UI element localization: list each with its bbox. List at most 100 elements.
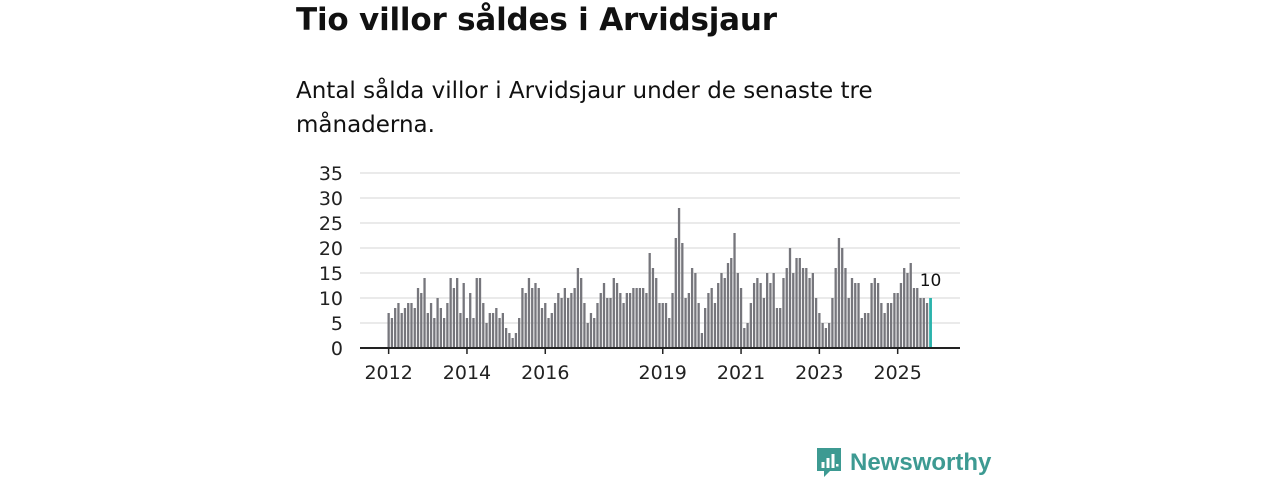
bar xyxy=(449,278,452,348)
bar xyxy=(394,308,397,348)
bar xyxy=(834,268,837,348)
bar xyxy=(632,288,635,348)
bar xyxy=(589,313,593,348)
bar xyxy=(599,293,602,348)
bar xyxy=(488,313,491,348)
bar xyxy=(612,278,615,348)
y-tick-label: 25 xyxy=(319,213,343,235)
bar xyxy=(801,268,805,348)
bar xyxy=(410,303,413,348)
bar xyxy=(475,278,478,348)
bar xyxy=(779,308,782,348)
bar xyxy=(544,303,547,348)
bar xyxy=(697,303,700,348)
bar xyxy=(482,303,485,348)
y-tick-label: 10 xyxy=(319,288,343,310)
bar xyxy=(766,273,769,348)
bar xyxy=(609,298,612,348)
bar xyxy=(664,303,668,348)
bar xyxy=(762,298,766,348)
bar xyxy=(452,288,456,348)
bar xyxy=(922,298,925,348)
bar xyxy=(841,248,844,348)
bar xyxy=(635,288,638,348)
bar xyxy=(880,303,883,348)
bar xyxy=(863,313,867,348)
bar xyxy=(883,313,886,348)
y-axis: 0 5 10 15 20 25 30 35 xyxy=(319,163,343,360)
bar xyxy=(472,318,475,348)
bar xyxy=(537,288,540,348)
bar xyxy=(730,258,733,348)
bar xyxy=(681,243,684,348)
bar xyxy=(736,273,739,348)
bar xyxy=(420,293,423,348)
newsworthy-logo-text: Newsworthy xyxy=(850,449,992,476)
bar xyxy=(854,283,857,348)
x-tick-label: 2023 xyxy=(795,362,843,384)
bars xyxy=(387,208,932,348)
bar xyxy=(462,283,465,348)
bar xyxy=(504,328,508,348)
bar xyxy=(619,293,622,348)
bar xyxy=(518,318,521,348)
bar xyxy=(580,278,583,348)
bar xyxy=(720,273,723,348)
bar xyxy=(844,268,847,348)
bar xyxy=(726,263,730,348)
bar xyxy=(674,238,677,348)
bar-highlight xyxy=(929,298,932,348)
bar xyxy=(531,288,534,348)
bar xyxy=(642,288,645,348)
newsworthy-logo: Newsworthy xyxy=(815,446,991,480)
bar xyxy=(886,303,890,348)
bar xyxy=(446,303,449,348)
bar xyxy=(811,273,814,348)
bar xyxy=(606,298,609,348)
bar xyxy=(648,253,651,348)
bar xyxy=(896,293,899,348)
x-axis: 2012 2014 2016 2019 2021 2023 2025 xyxy=(364,348,922,384)
bar xyxy=(407,303,410,348)
bar xyxy=(788,248,792,348)
bar xyxy=(700,333,704,348)
bar xyxy=(684,298,687,348)
bar xyxy=(899,283,903,348)
bar xyxy=(495,308,498,348)
bar xyxy=(677,208,681,348)
bar xyxy=(622,303,625,348)
bar xyxy=(906,273,909,348)
bar xyxy=(586,323,589,348)
bar xyxy=(498,318,501,348)
bar xyxy=(514,333,518,348)
bar xyxy=(746,323,749,348)
bar xyxy=(749,303,752,348)
highlight-value-label: 10 xyxy=(920,271,942,291)
bar xyxy=(704,308,707,348)
bar xyxy=(717,283,720,348)
bar xyxy=(687,293,690,348)
bar xyxy=(707,293,710,348)
bar xyxy=(909,263,912,348)
bar xyxy=(615,283,619,348)
bar xyxy=(661,303,664,348)
bar xyxy=(821,323,824,348)
bar xyxy=(769,283,772,348)
bar xyxy=(570,293,573,348)
bar xyxy=(485,323,488,348)
bar xyxy=(876,283,880,348)
bar xyxy=(713,303,717,348)
y-tick-label: 0 xyxy=(331,338,343,360)
chart-subtitle: Antal sålda villor i Arvidsjaur under de… xyxy=(296,78,873,138)
bar xyxy=(459,313,462,348)
x-tick-label: 2025 xyxy=(873,362,921,384)
bar xyxy=(710,288,713,348)
bar xyxy=(655,278,658,348)
x-tick-label: 2012 xyxy=(364,362,412,384)
x-tick-label: 2019 xyxy=(639,362,687,384)
bar xyxy=(465,318,469,348)
bar xyxy=(756,278,759,348)
y-tick-label: 20 xyxy=(319,238,343,260)
x-tick-label: 2014 xyxy=(443,362,491,384)
bar xyxy=(593,318,596,348)
